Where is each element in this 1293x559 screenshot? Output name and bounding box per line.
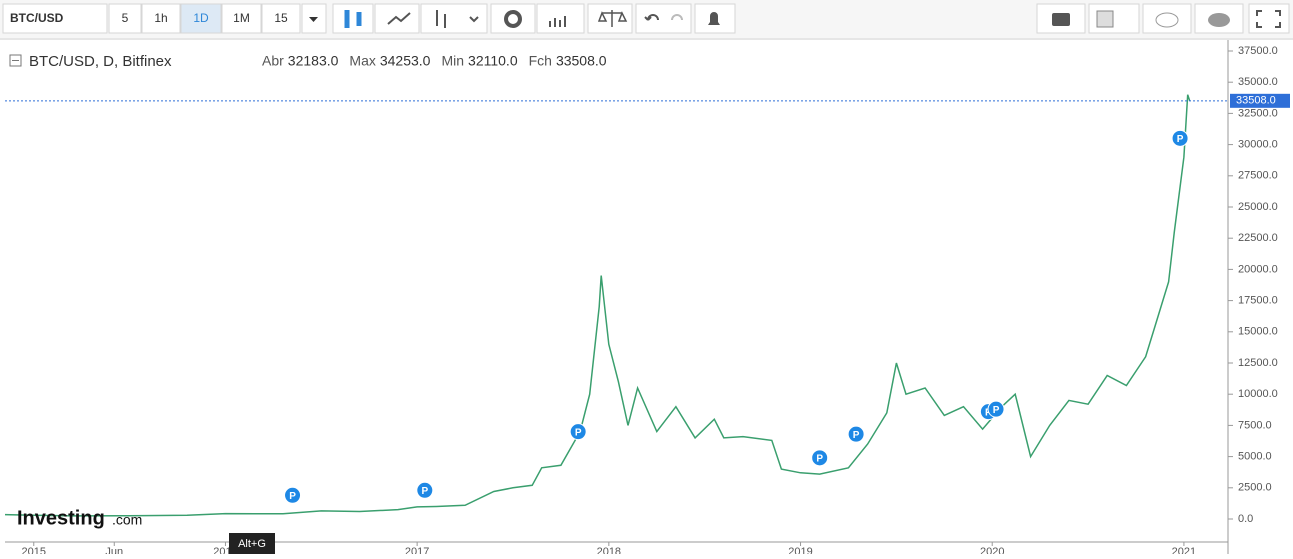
last-price-label: 33508.0 xyxy=(1236,95,1276,107)
load-button[interactable] xyxy=(1142,3,1192,34)
stat-value: 32183.0 xyxy=(288,53,339,69)
event-marker[interactable] xyxy=(416,481,434,499)
stat-name: Abr xyxy=(262,53,284,69)
symbol: BTC/USD xyxy=(10,11,64,25)
event-marker[interactable] xyxy=(987,400,1005,418)
stat-name: Min xyxy=(441,53,464,69)
tooltip-box xyxy=(229,533,275,554)
interval-button[interactable] xyxy=(261,3,301,34)
y-tick-label: 30000.0 xyxy=(1238,139,1278,151)
cloud-up-icon xyxy=(1208,13,1230,27)
compare-icon xyxy=(597,10,628,27)
event-marker[interactable] xyxy=(847,425,865,443)
y-tick-label: 10000.0 xyxy=(1238,388,1278,400)
y-tick-label: 20000.0 xyxy=(1238,263,1278,275)
event-label: P xyxy=(1177,134,1184,145)
fullscreen-icon xyxy=(1256,10,1281,28)
interval-label: 5 xyxy=(122,11,129,25)
x-tick-label: 2015 xyxy=(22,546,46,554)
y-tick-label: 2500.0 xyxy=(1238,482,1272,494)
y-tick-label: 17500.0 xyxy=(1238,295,1278,307)
dropdown-arrow xyxy=(309,17,318,22)
event-marker[interactable] xyxy=(1171,129,1189,147)
candle-icon xyxy=(344,10,362,28)
logo: Investing xyxy=(17,507,105,529)
y-tick-label: 15000.0 xyxy=(1238,326,1278,338)
stat-value: 34253.0 xyxy=(380,53,431,69)
logo-suffix: .com xyxy=(112,512,142,528)
interval-button[interactable] xyxy=(141,3,181,34)
event-label: P xyxy=(853,430,860,441)
event-marker[interactable] xyxy=(811,449,829,467)
interval-button[interactable] xyxy=(108,3,142,34)
x-tick-label: 2019 xyxy=(788,546,812,554)
settings-button[interactable] xyxy=(490,3,536,34)
bell-icon xyxy=(708,12,720,25)
x-tick-label: 2017 xyxy=(405,546,429,554)
stat-value: 32110.0 xyxy=(468,53,518,69)
indicators-icon xyxy=(549,16,566,27)
x-tick-label: 2020 xyxy=(980,546,1004,554)
interval-button[interactable] xyxy=(180,3,222,34)
y-tick-label: 27500.0 xyxy=(1238,170,1278,182)
interval-label: 1D xyxy=(193,11,209,25)
indicators-button[interactable] xyxy=(536,3,585,34)
event-label: P xyxy=(289,491,296,502)
stat-name: Fch xyxy=(529,53,552,69)
stat-name: Max xyxy=(349,53,375,69)
y-tick-label: 35000.0 xyxy=(1238,76,1278,88)
cloud-down-icon xyxy=(1155,12,1179,28)
y-tick-label: 5000.0 xyxy=(1238,451,1272,463)
event-label: P xyxy=(421,486,428,497)
y-tick-label: 37500.0 xyxy=(1238,45,1278,57)
fullscreen-button[interactable] xyxy=(1248,3,1290,34)
interval-label: 1h xyxy=(154,11,167,25)
gear-icon xyxy=(504,10,522,28)
undo-icon xyxy=(644,14,659,21)
x-tick-label: 2018 xyxy=(597,546,621,554)
y-tick-label: 25000.0 xyxy=(1238,201,1278,213)
last-price-box xyxy=(1230,93,1290,108)
event-marker[interactable] xyxy=(284,486,302,504)
y-tick-label: 12500.0 xyxy=(1238,357,1278,369)
event-label: P xyxy=(816,453,823,464)
redo-icon xyxy=(671,14,683,21)
tooltip: Alt+G xyxy=(238,538,266,550)
camera-icon xyxy=(1052,13,1070,26)
x-tick-label: 2021 xyxy=(1172,546,1196,554)
y-tick-label: 0.0 xyxy=(1238,513,1253,525)
y-tick-label: 7500.0 xyxy=(1238,419,1272,431)
event-label: P xyxy=(575,427,582,438)
event-marker[interactable] xyxy=(569,423,587,441)
area-icon xyxy=(387,12,411,25)
x-tick-label: Jun xyxy=(105,546,123,554)
symbol-input[interactable] xyxy=(2,3,108,34)
interval-button[interactable] xyxy=(221,3,262,34)
chart-title: BTC/USD, D, Bitfinex xyxy=(29,53,172,70)
interval-label: 15 xyxy=(274,11,288,25)
stat-value: 33508.0 xyxy=(556,53,607,69)
y-tick-label: 22500.0 xyxy=(1238,232,1278,244)
interval-label: 1M xyxy=(233,11,250,25)
y-tick-label: 32500.0 xyxy=(1238,107,1278,119)
event-label: P xyxy=(993,405,1000,416)
bars-icon xyxy=(436,10,479,28)
template-icon xyxy=(1096,10,1114,28)
price-line xyxy=(4,94,1191,517)
candles-button[interactable] xyxy=(332,3,374,34)
